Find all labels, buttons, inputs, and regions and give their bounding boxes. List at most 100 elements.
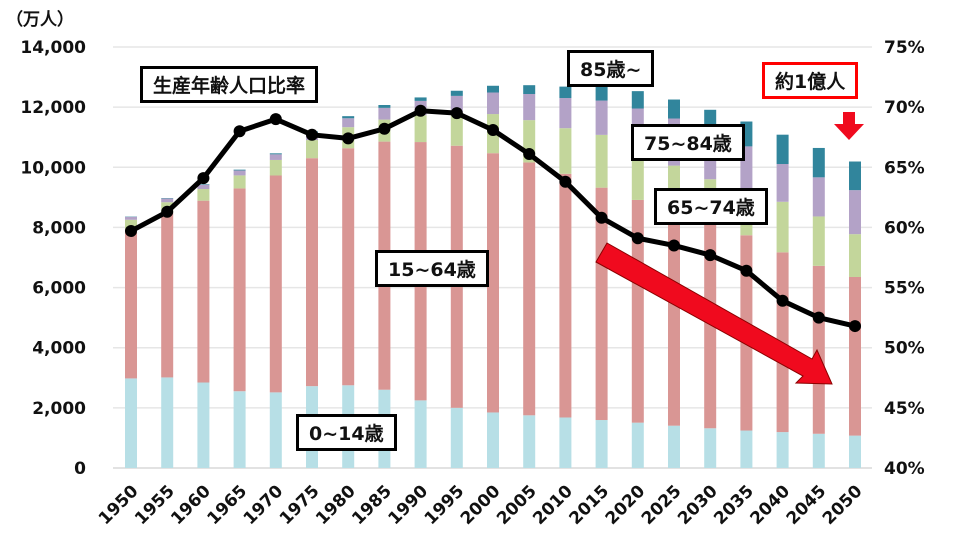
- x-tick-label: 1995: [421, 481, 469, 529]
- y-tick-label: 12,000: [20, 98, 86, 118]
- bar-segment: [233, 188, 246, 392]
- bar-segment: [197, 184, 210, 190]
- bar-segment: [414, 115, 427, 143]
- bar-segment: [197, 200, 210, 383]
- y2-tick-label: 75%: [884, 38, 925, 58]
- bar-segment: [776, 201, 789, 253]
- line-point: [233, 125, 246, 138]
- bar-segment: [161, 212, 174, 378]
- bar-segment: [450, 90, 463, 96]
- label-75-84: 75~84歳: [631, 124, 745, 161]
- line-point: [161, 205, 174, 218]
- x-tick-label: 2030: [674, 481, 722, 529]
- line-point: [740, 264, 753, 277]
- bar-segment: [487, 92, 499, 115]
- bar-segment: [523, 415, 536, 468]
- x-tick-label: 1965: [204, 481, 252, 529]
- line-point: [704, 249, 717, 262]
- bar-segment: [559, 173, 572, 418]
- bar-segment: [668, 210, 680, 426]
- bar-segment: [414, 97, 427, 101]
- label-0-14: 0~14歳: [296, 414, 397, 451]
- x-tick-label: 1980: [312, 481, 360, 529]
- bar-segment: [812, 147, 825, 178]
- bar-segment: [197, 189, 210, 201]
- bar-segment: [342, 116, 355, 119]
- y-axis-unit: （万人）: [6, 9, 74, 30]
- line-point: [414, 104, 427, 117]
- y-tick-label: 2,000: [32, 399, 86, 419]
- line-point: [378, 122, 391, 135]
- line-point: [812, 311, 825, 324]
- bar-segment: [631, 91, 644, 109]
- y-tick-label: 10,000: [20, 158, 86, 178]
- line-point: [668, 239, 680, 252]
- bar-segment: [161, 198, 174, 203]
- bar-segment: [595, 187, 608, 421]
- bar-segment: [776, 164, 789, 202]
- bar-segment: [487, 85, 499, 93]
- x-tick-label: 1985: [348, 481, 396, 529]
- bar-segment: [125, 219, 137, 230]
- bar-segment: [487, 153, 499, 413]
- y2-tick-label: 70%: [884, 98, 925, 118]
- x-tick-label: 2020: [602, 481, 650, 529]
- bar-segment: [849, 435, 861, 468]
- down-arrow-icon: [834, 112, 864, 140]
- bar-segment: [668, 99, 680, 119]
- line-point: [523, 148, 536, 161]
- bar-segment: [378, 105, 391, 108]
- x-tick-label: 2025: [638, 481, 686, 529]
- bar-segment: [776, 134, 789, 165]
- x-tick-label: 1970: [240, 481, 288, 529]
- y2-tick-label: 60%: [884, 218, 925, 238]
- y2-tick-label: 55%: [884, 279, 925, 299]
- bar-segment: [233, 391, 246, 468]
- y2-tick-label: 65%: [884, 158, 925, 178]
- line-point: [559, 175, 572, 188]
- bar-segment: [306, 140, 318, 159]
- line-point: [342, 132, 355, 145]
- line-point: [125, 225, 137, 238]
- bar-segment: [595, 85, 608, 101]
- bar-segment: [740, 430, 753, 468]
- bar-segment: [269, 175, 282, 393]
- line-point: [450, 107, 463, 120]
- bar-segment: [161, 377, 174, 468]
- x-tick-label: 1950: [95, 481, 143, 529]
- line-point: [487, 123, 499, 136]
- bar-segment: [812, 216, 825, 266]
- bar-segment: [812, 265, 825, 434]
- bar-segment: [269, 392, 282, 468]
- bar-segment: [849, 161, 861, 191]
- bar-segment: [631, 199, 644, 423]
- x-tick-label: 1990: [385, 481, 433, 529]
- y-tick-label: 4,000: [32, 339, 86, 359]
- bar-segment: [595, 134, 608, 188]
- y-tick-label: 6,000: [32, 279, 86, 299]
- bar-segment: [414, 400, 427, 468]
- bar-segment: [849, 234, 861, 277]
- x-tick-label: 1955: [131, 481, 179, 529]
- bar-segment: [559, 128, 572, 174]
- bar-segment: [342, 148, 355, 386]
- bar-segment: [450, 112, 463, 146]
- bar-segment: [812, 433, 825, 468]
- label-85-plus: 85歳~: [567, 50, 655, 87]
- bar-segment: [378, 107, 391, 120]
- bar-segment: [125, 378, 137, 468]
- x-tick-label: 2045: [783, 481, 831, 529]
- label-65-74: 65~74歳: [654, 188, 768, 225]
- bar-segment: [269, 154, 282, 160]
- bar-segment: [631, 422, 644, 468]
- bar-segment: [668, 425, 680, 468]
- y2-tick-label: 50%: [884, 339, 925, 359]
- line-point: [631, 232, 644, 245]
- bar-segment: [487, 412, 499, 468]
- bar-segment: [559, 98, 572, 129]
- bar-segment: [559, 86, 572, 99]
- bar-segment: [197, 184, 210, 185]
- line-point: [306, 128, 318, 141]
- bar-segment: [450, 407, 463, 468]
